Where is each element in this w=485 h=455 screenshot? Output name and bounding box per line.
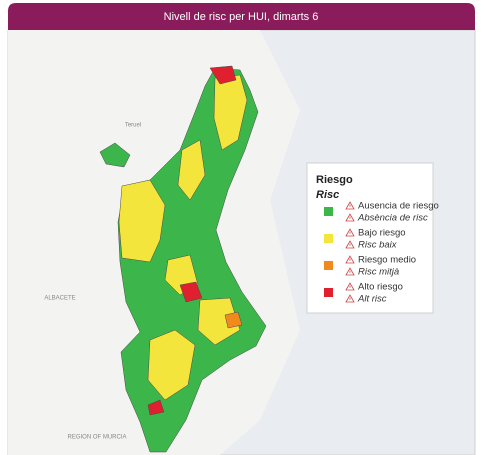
header-bar	[8, 3, 475, 30]
legend-label: Riesgo medio	[358, 255, 416, 266]
region-area	[224, 311, 243, 329]
warning-icon	[345, 267, 355, 276]
region-area	[147, 399, 165, 416]
place-label: Teruel	[125, 123, 141, 129]
legend-label: Risc baix	[358, 240, 398, 251]
region-area	[118, 179, 166, 263]
legend-swatch	[324, 288, 333, 297]
region-area	[147, 329, 196, 401]
region-area	[197, 297, 241, 346]
legend-label: Absència de risc	[357, 213, 428, 224]
warning-icon	[345, 255, 355, 264]
legend-label: Alt risc	[357, 294, 387, 305]
legend-swatch	[324, 234, 333, 243]
legend-subtitle: Risc	[316, 189, 339, 201]
legend-swatch	[324, 261, 333, 270]
warning-icon	[345, 228, 355, 237]
legend-label: Risc mitjà	[358, 267, 399, 278]
legend-title: Riesgo	[316, 174, 353, 186]
warning-icon	[345, 294, 355, 303]
warning-icon	[345, 201, 355, 210]
warning-icon	[345, 282, 355, 291]
region-area	[179, 281, 203, 303]
header-title: Nivell de risc per HUI, dimarts 6	[164, 11, 319, 23]
warning-icon	[345, 240, 355, 249]
legend-swatch	[324, 207, 333, 216]
place-label: ALBACETE	[44, 296, 75, 302]
region-area	[177, 139, 206, 201]
region-area	[99, 142, 131, 168]
legend-label: Alto riesgo	[358, 282, 403, 293]
legend-label: Ausencia de riesgo	[358, 201, 439, 212]
warning-icon	[345, 213, 355, 222]
region-map	[99, 65, 267, 453]
region-area	[213, 74, 248, 151]
place-label: REGION OF MURCIA	[67, 435, 126, 441]
legend-label: Bajo riesgo	[358, 228, 406, 239]
region-area	[209, 65, 237, 85]
